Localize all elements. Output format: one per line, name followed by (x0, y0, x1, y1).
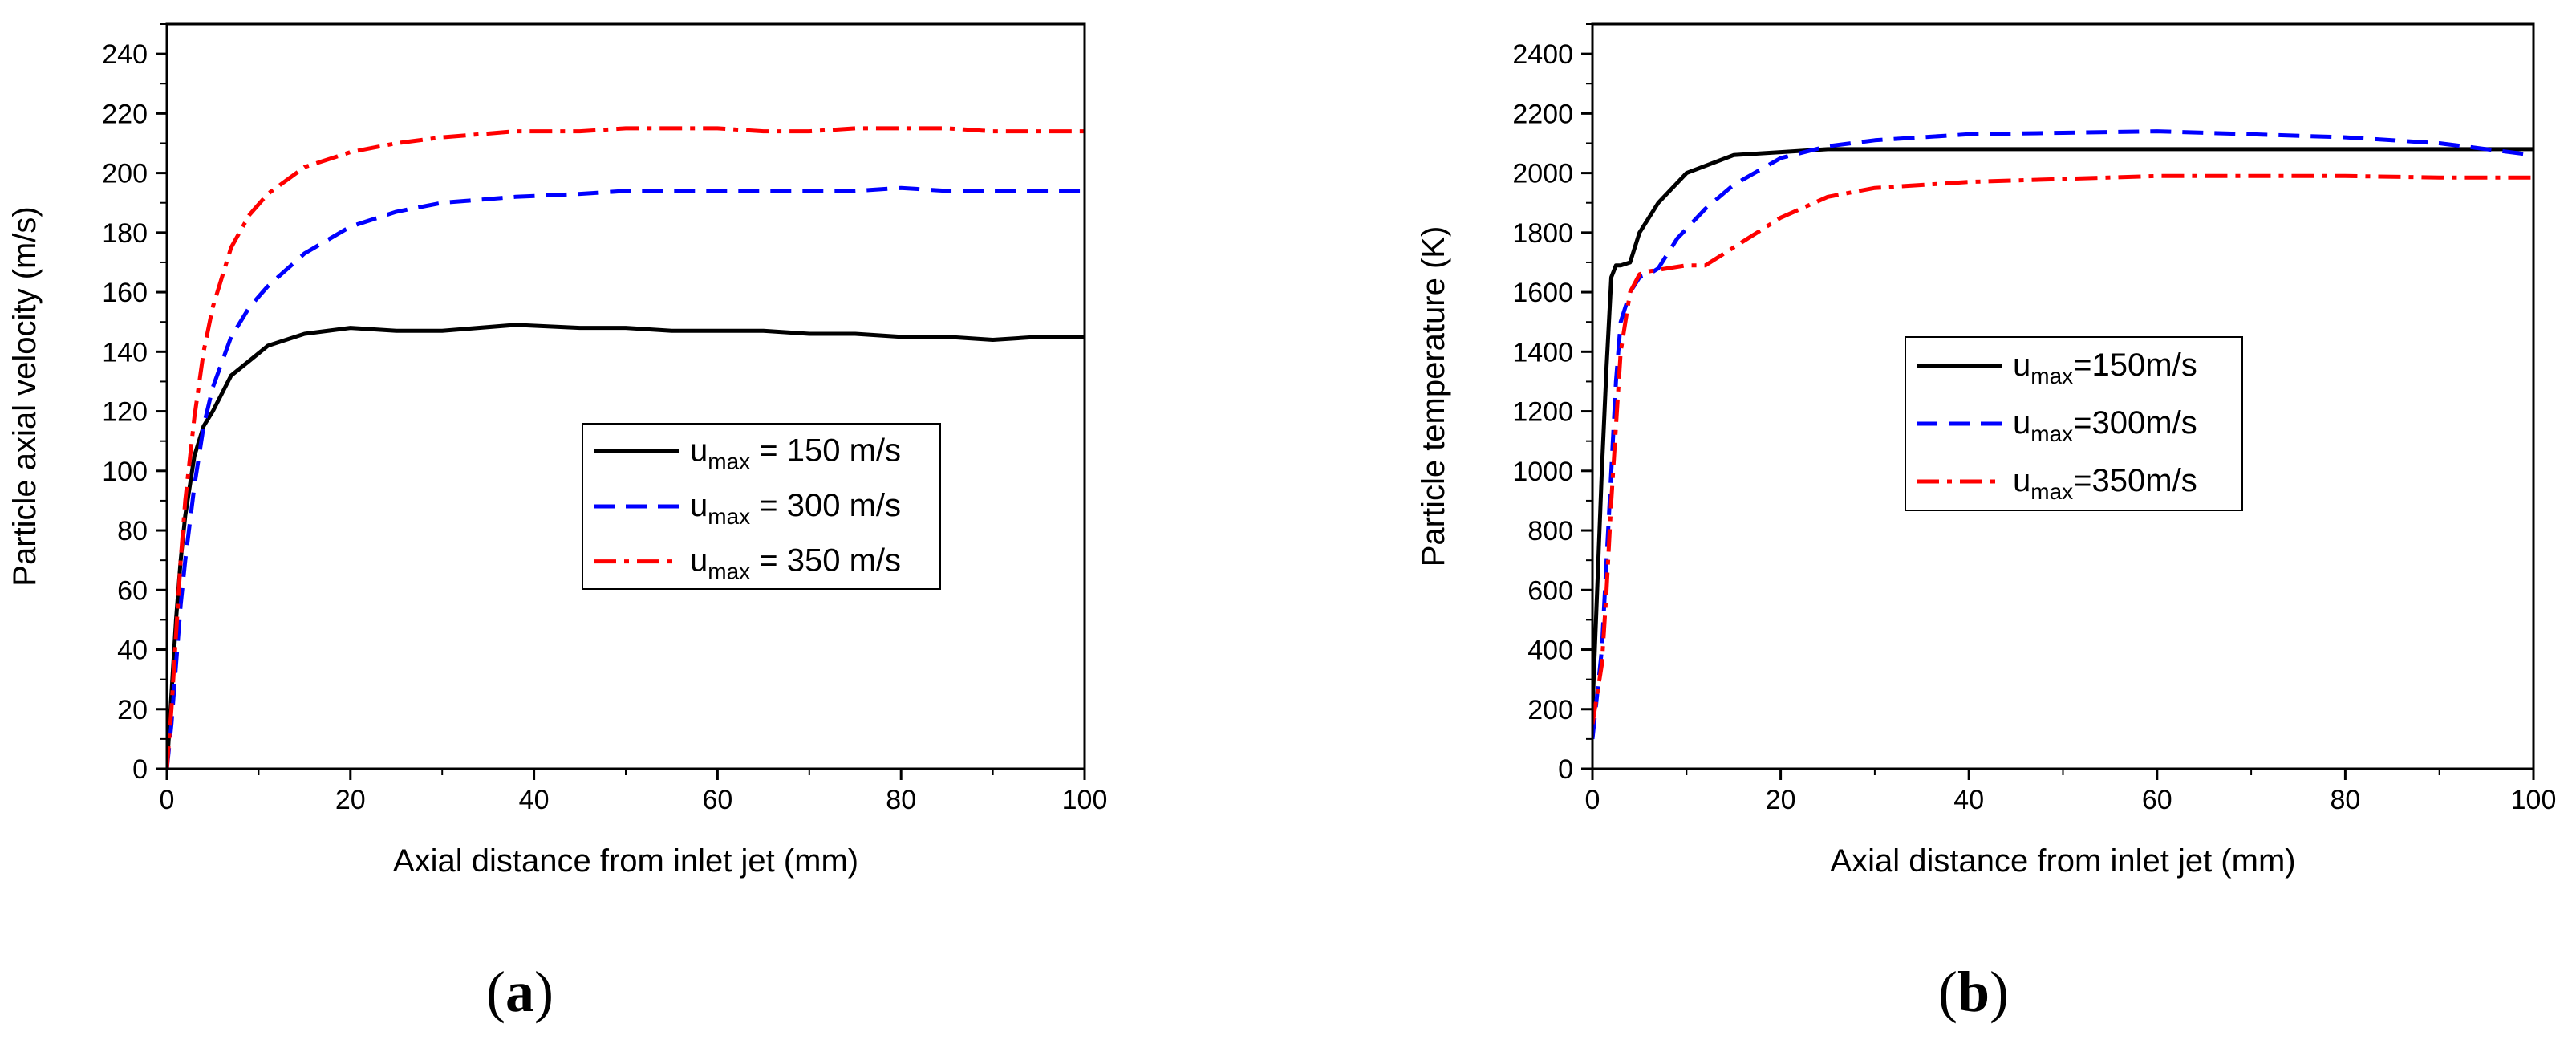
y-tick-label: 120 (102, 397, 148, 428)
x-tick-label: 0 (160, 785, 175, 815)
legend-label: umax=150m/s (2013, 347, 2197, 388)
x-axis-title: Axial distance from inlet jet (mm) (393, 843, 858, 879)
y-tick-label: 400 (1527, 636, 1573, 666)
y-tick-label: 140 (102, 337, 148, 368)
x-tick-label: 80 (2330, 785, 2360, 815)
legend-label: umax = 350 m/s (690, 543, 901, 584)
series-line-a-2 (167, 185, 1085, 769)
legend-label-main: u (690, 488, 708, 523)
x-tick-label: 60 (702, 785, 732, 815)
legend-label-main: u (2013, 347, 2030, 383)
y-tick-label: 1000 (1512, 457, 1573, 487)
y-tick-label: 220 (102, 99, 148, 129)
y-tick-label: 80 (117, 516, 148, 546)
series-line-b-1 (1592, 147, 2533, 709)
chart-panel-a: 0 20 40 60 80 100 0 20 40 60 80 100 120 140 160 180 200 2… (7, 22, 1108, 1024)
y-tick-label: 2000 (1512, 159, 1573, 189)
y-tick-label: 0 (132, 754, 148, 785)
legend-label-rest: = 300 m/s (750, 488, 901, 523)
panel-label-b: (b) (1938, 960, 2009, 1024)
legend-label-rest: =300m/s (2073, 405, 2197, 441)
y-tick-label: 0 (1558, 754, 1573, 785)
x-tick-label: 20 (335, 785, 366, 815)
legend-label: umax=350m/s (2013, 463, 2197, 504)
x-tick-label: 40 (519, 785, 550, 815)
legend-label: umax=300m/s (2013, 405, 2197, 446)
y-tick-label: 1400 (1512, 337, 1573, 368)
x-tick-label: 100 (2511, 785, 2557, 815)
panel-label-a: (a) (486, 960, 554, 1024)
y-axis-title: Particle temperature (K) (1416, 226, 1451, 567)
legend-label-sub: max (708, 449, 750, 473)
legend-label-rest: =350m/s (2073, 463, 2197, 498)
legend-label: umax = 150 m/s (690, 433, 901, 473)
y-tick-label: 160 (102, 278, 148, 308)
legend-label-rest: = 350 m/s (750, 543, 901, 579)
y-tick-label: 200 (1527, 695, 1573, 725)
y-tick-label: 1800 (1512, 218, 1573, 249)
y-tick-label: 600 (1527, 575, 1573, 606)
x-tick-label: 40 (1953, 785, 1984, 815)
y-tick-label: 180 (102, 218, 148, 249)
y-tick-label: 2200 (1512, 99, 1573, 129)
y-tick-label: 800 (1527, 516, 1573, 546)
y-tick-label: 240 (102, 39, 148, 70)
legend-label: umax = 300 m/s (690, 488, 901, 529)
legend-label-rest: =150m/s (2073, 347, 2197, 383)
series-line-a-3 (167, 126, 1085, 769)
legend-label-main: u (2013, 463, 2030, 498)
legend-label-main: u (690, 433, 708, 468)
x-axis-title: Axial distance from inlet jet (mm) (1830, 843, 2295, 879)
y-tick-label: 1600 (1512, 278, 1573, 308)
legend-label-sub: max (708, 504, 750, 529)
y-tick-label: 1200 (1512, 397, 1573, 428)
x-tick-label: 0 (1585, 785, 1600, 815)
chart-panel-b: 0 20 40 60 80 1000200400600800100012001400160… (1416, 22, 2557, 1024)
series-line-b-3 (1592, 173, 2533, 725)
y-tick-label: 200 (102, 159, 148, 189)
series-line-a-1 (167, 323, 1085, 769)
x-tick-label: 80 (886, 785, 916, 815)
y-tick-label: 20 (117, 695, 148, 725)
legend-label-sub: max (2030, 421, 2073, 446)
y-tick-label: 2400 (1512, 39, 1573, 70)
legend-label-sub: max (708, 559, 750, 584)
legend-label-sub: max (2030, 479, 2073, 504)
y-axis-title: Particle axial velocity (m/s) (7, 206, 43, 586)
legend-label-rest: = 150 m/s (750, 433, 901, 468)
legend-label-sub: max (2030, 364, 2073, 388)
x-tick-label: 20 (1766, 785, 1796, 815)
legend-label-main: u (2013, 405, 2030, 441)
y-tick-label: 100 (102, 457, 148, 487)
legend-label-main: u (690, 543, 708, 579)
x-tick-label: 100 (1062, 785, 1108, 815)
x-tick-label: 60 (2142, 785, 2172, 815)
y-tick-label: 60 (117, 575, 148, 606)
y-tick-label: 40 (117, 636, 148, 666)
plot-frame-a (165, 22, 1086, 770)
